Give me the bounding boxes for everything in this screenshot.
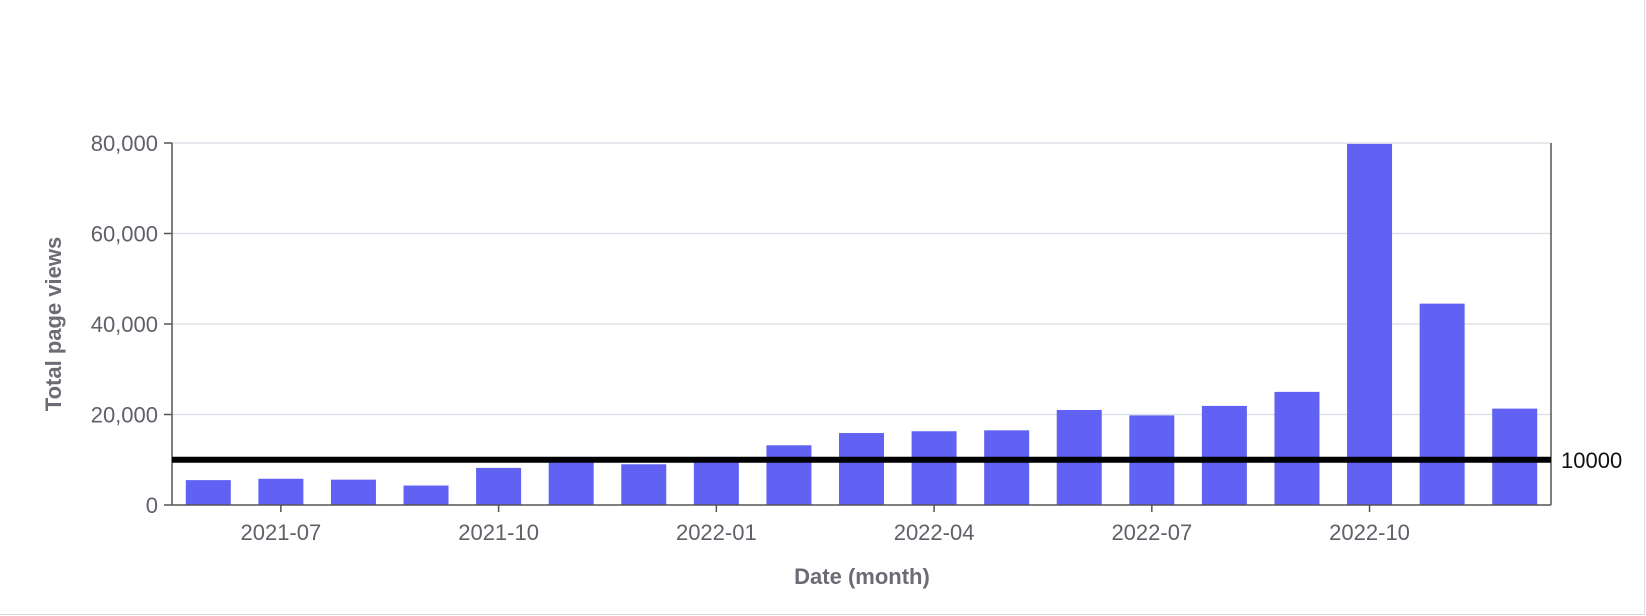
y-tick-label: 80,000 (91, 131, 158, 156)
x-tick-label: 2021-07 (240, 520, 321, 545)
bar (403, 485, 449, 505)
bar (1201, 405, 1247, 505)
x-tick-label: 2022-10 (1329, 520, 1410, 545)
grid-lines (172, 142, 1551, 416)
bar (476, 467, 522, 505)
bar (766, 445, 812, 505)
bar (1347, 143, 1393, 505)
y-tick-label: 20,000 (91, 403, 158, 428)
bar (330, 479, 376, 505)
bar (693, 458, 739, 505)
bar (258, 478, 304, 505)
y-tick-label: 0 (146, 493, 158, 518)
bar (1274, 391, 1320, 505)
bar (984, 430, 1030, 505)
bar (911, 431, 957, 505)
x-tick-label: 2021-10 (458, 520, 539, 545)
reference-line-label: 10000 (1561, 448, 1622, 473)
x-tick-label: 2022-01 (676, 520, 757, 545)
bar (185, 480, 231, 505)
reference-line-group: 10000 (172, 448, 1622, 473)
bar (548, 462, 594, 505)
bar (621, 464, 667, 505)
y-tick-label: 60,000 (91, 222, 158, 247)
y-axis-title: Total page views (41, 237, 66, 411)
x-ticks: 2021-07 2021-10 2022-01 2022-04 2022-07 2022-… (240, 505, 1410, 545)
x-tick-label: 2022-04 (894, 520, 975, 545)
y-ticks: 0 20,000 40,000 60,000 80,000 (91, 131, 172, 518)
y-tick-label: 40,000 (91, 312, 158, 337)
bar (1419, 303, 1465, 505)
bar (839, 433, 884, 505)
x-tick-label: 2022-07 (1111, 520, 1192, 545)
x-axis-title: Date (month) (794, 564, 930, 589)
